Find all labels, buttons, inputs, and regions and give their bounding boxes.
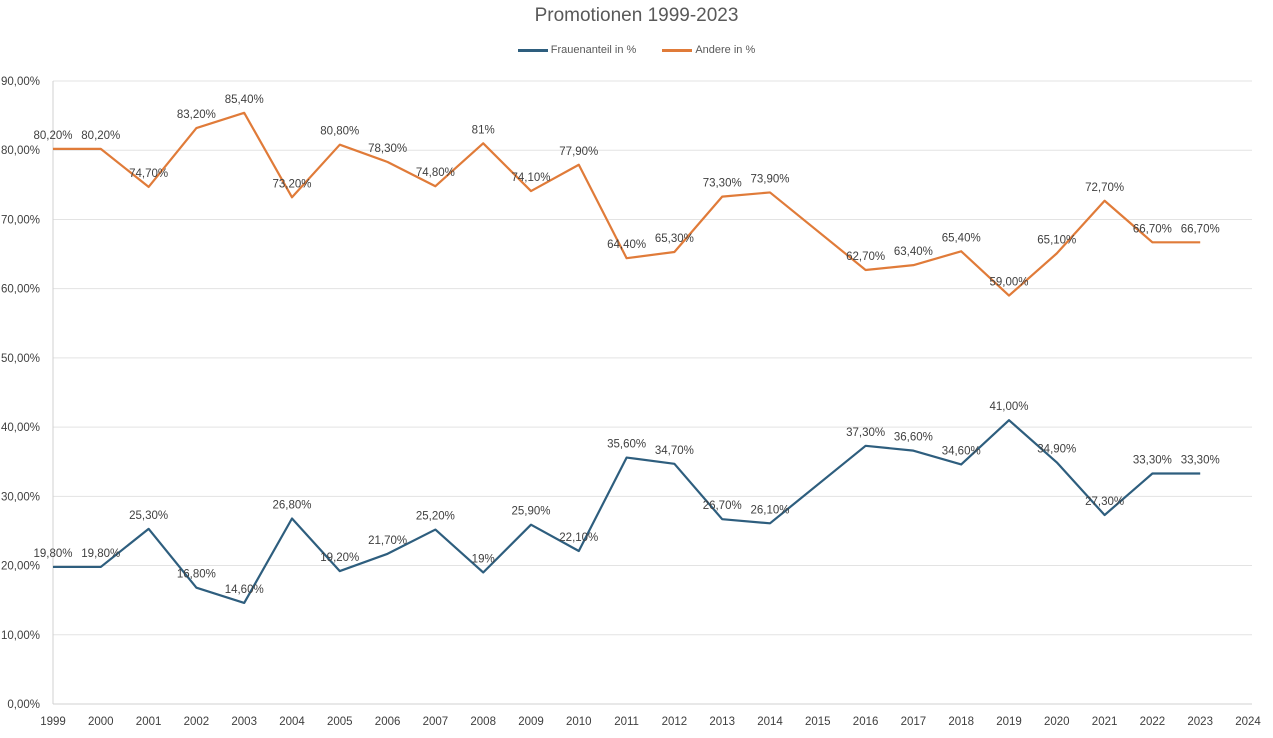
data-label: 27,30% — [1085, 496, 1124, 508]
y-tick-label: 70,00% — [1, 214, 40, 226]
data-label: 66,70% — [1181, 223, 1220, 235]
chart-title: Promotionen 1999-2023 — [534, 5, 739, 26]
data-label: 65,30% — [655, 233, 694, 245]
y-tick-label: 60,00% — [1, 284, 40, 296]
x-tick-label: 2016 — [853, 716, 879, 728]
data-label: 26,70% — [703, 500, 742, 512]
y-tick-label: 10,00% — [1, 630, 40, 642]
x-tick-label: 2018 — [948, 716, 974, 728]
data-label: 66,70% — [1133, 223, 1172, 235]
legend-label-andere: Andere in % — [695, 44, 756, 56]
x-tick-label: 2004 — [279, 716, 305, 728]
x-tick-label: 2015 — [805, 716, 831, 728]
data-label: 80,20% — [33, 130, 72, 142]
data-label: 33,30% — [1181, 454, 1220, 466]
data-label: 59,00% — [989, 277, 1028, 289]
y-tick-label: 20,00% — [1, 561, 40, 573]
series-line-andere — [53, 111, 1201, 297]
legend: Frauenanteil in % Andere in % — [0, 44, 1273, 56]
data-label: 74,70% — [129, 168, 168, 180]
x-tick-label: 2005 — [327, 716, 353, 728]
data-label: 25,90% — [511, 506, 550, 518]
data-label: 37,30% — [846, 427, 885, 439]
data-label: 19,80% — [81, 548, 120, 560]
data-label: 64,40% — [607, 239, 646, 251]
x-tick-label: 2020 — [1044, 716, 1070, 728]
data-label: 35,60% — [607, 439, 646, 451]
x-tick-label: 2013 — [709, 716, 735, 728]
data-label: 73,90% — [750, 173, 789, 185]
data-label: 74,10% — [511, 172, 550, 184]
data-label: 74,80% — [416, 167, 455, 179]
x-tick-label: 2002 — [184, 716, 210, 728]
data-label: 72,70% — [1085, 182, 1124, 194]
data-label: 19% — [472, 553, 495, 565]
data-label: 14,60% — [225, 584, 264, 596]
x-tick-label: 2017 — [901, 716, 927, 728]
y-tick-label: 0,00% — [7, 699, 40, 711]
y-tick-label: 30,00% — [1, 491, 40, 503]
x-tick-label: 2011 — [614, 716, 639, 728]
x-tick-label: 2003 — [231, 716, 257, 728]
x-tick-label: 2014 — [757, 716, 783, 728]
y-tick-label: 40,00% — [1, 422, 40, 434]
x-tick-label: 1999 — [40, 716, 66, 728]
data-label: 34,60% — [942, 445, 981, 457]
data-label: 36,60% — [894, 432, 933, 444]
data-label: 81% — [472, 124, 495, 136]
data-label: 80,20% — [81, 130, 120, 142]
data-label: 62,70% — [846, 251, 885, 263]
data-label: 78,30% — [368, 143, 407, 155]
x-tick-label: 2001 — [136, 716, 162, 728]
legend-swatch-andere — [662, 48, 693, 52]
data-label: 41,00% — [989, 401, 1028, 413]
y-tick-label: 80,00% — [1, 145, 40, 157]
x-tick-label: 2021 — [1092, 716, 1118, 728]
data-label: 19,80% — [33, 548, 72, 560]
series-line-frauenanteil — [53, 419, 1201, 605]
legend-swatch-frauenanteil — [517, 48, 548, 52]
data-label: 85,40% — [225, 94, 264, 106]
x-tick-label: 2022 — [1140, 716, 1166, 728]
data-label: 65,40% — [942, 232, 981, 244]
y-tick-label: 90,00% — [1, 76, 40, 88]
data-label: 25,30% — [129, 510, 168, 522]
data-label: 16,80% — [177, 569, 216, 581]
data-label: 26,80% — [272, 499, 311, 511]
x-tick-label: 2012 — [662, 716, 688, 728]
x-tick-label: 2008 — [470, 716, 496, 728]
x-tick-label: 2024 — [1235, 716, 1261, 728]
x-tick-label: 2023 — [1187, 716, 1213, 728]
data-label: 33,30% — [1133, 454, 1172, 466]
legend-label-frauenanteil: Frauenanteil in % — [550, 44, 637, 56]
data-label: 63,40% — [894, 246, 933, 258]
x-tick-label: 2009 — [518, 716, 544, 728]
data-label: 26,10% — [750, 504, 789, 516]
y-tick-label: 50,00% — [1, 353, 40, 365]
x-tick-label: 2000 — [88, 716, 114, 728]
x-tick-label: 2010 — [566, 716, 592, 728]
legend-item-andere: Andere in % — [662, 44, 755, 56]
data-label: 73,30% — [703, 178, 742, 190]
x-tick-label: 2007 — [423, 716, 449, 728]
data-label: 19,20% — [320, 552, 359, 564]
x-tick-label: 2006 — [375, 716, 401, 728]
data-label: 80,80% — [320, 126, 359, 138]
data-label: 77,90% — [559, 146, 598, 158]
x-tick-label: 2019 — [996, 716, 1022, 728]
data-label: 83,20% — [177, 109, 216, 121]
data-label: 34,70% — [655, 445, 694, 457]
data-label: 22,10% — [559, 532, 598, 544]
data-label: 65,10% — [1037, 234, 1076, 246]
data-label: 25,20% — [416, 511, 455, 523]
data-label: 73,20% — [272, 178, 311, 190]
legend-item-frauenanteil: Frauenanteil in % — [517, 44, 637, 56]
data-label: 21,70% — [368, 535, 407, 547]
data-label: 34,90% — [1037, 443, 1076, 455]
